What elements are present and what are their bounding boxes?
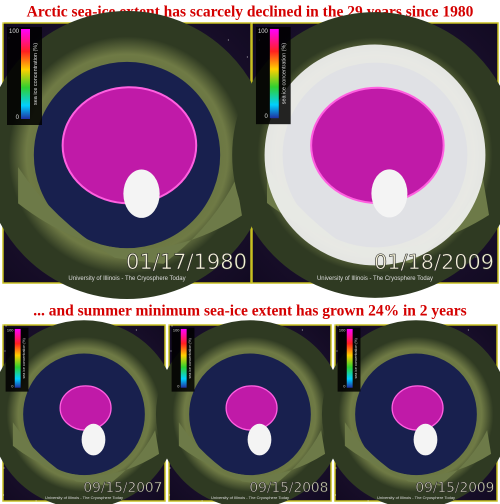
star [336,350,338,352]
greenland-ice [413,423,438,456]
sea-ice [59,385,112,431]
star [3,467,5,469]
greenland-ice [81,423,106,456]
colorbar [21,29,30,119]
star [169,467,171,469]
colorbar-label: sea ice concentration (%) [354,338,358,378]
credit: University of Illinois - The Cryosphere … [45,495,123,500]
star [334,324,336,326]
colorbar [346,328,353,388]
map-panel: 100 0 sea ice concentration (%) 09/15/2008U… [155,320,345,504]
star [367,500,369,502]
land-ring [232,12,500,298]
subtitle: ... and summer minimum sea-ice extent ha… [33,303,466,320]
colorbar-tick: 100 [7,328,14,333]
colorbar-tick: 100 [173,328,180,333]
star [334,494,337,496]
date-label: 09/15/2008 [249,480,328,496]
star [4,350,6,352]
greenland-ice [371,169,408,218]
sea-ice [391,385,444,431]
greenland-ice [247,423,272,456]
credit: University of Illinois - The Cryosphere … [317,276,433,282]
star [467,329,469,331]
date-label: 01/18/2009 [374,250,494,274]
colorbar-tick: 100 [258,29,269,35]
star [5,325,7,327]
credit: University of Illinois - The Cryosphere … [68,276,185,282]
colorbar-tick: 0 [11,384,14,389]
map-panel: 100 0 sea ice concentration (%) 09/15/2007U… [0,320,179,504]
colorbar-tick: 100 [339,328,346,333]
colorbar [269,28,279,119]
colorbar [180,328,187,388]
colorbar-label: sea ice concentration (%) [188,338,192,378]
date-label: 01/17/1980 [126,250,247,274]
star [2,324,4,326]
date-label: 09/15/2007 [83,480,162,496]
colorbar-label: sea ice concentration (%) [33,43,39,105]
star [201,500,203,502]
date-label: 09/15/2009 [415,480,494,496]
star [251,22,253,24]
colorbar-label: sea ice concentration (%) [282,43,288,105]
star [171,325,173,327]
colorbar-tick: 0 [343,384,346,389]
sea-ice [225,385,278,431]
credit: University of Illinois - The Cryosphere … [211,495,289,500]
colorbar [14,328,21,388]
map-panel: 100 0 sea ice concentration (%) 09/15/2009U… [321,320,500,504]
star [168,494,171,496]
star [2,22,4,24]
star [170,350,172,352]
colorbar-label: sea ice concentration (%) [22,338,26,378]
colorbar-tick: 0 [177,384,180,389]
star [246,56,248,58]
colorbar-tick: 0 [16,115,20,121]
star [475,256,477,258]
colorbar-tick: 0 [265,114,269,120]
map-panel: 100 0 sea ice concentration (%) 01/18/2009 U… [232,12,500,298]
star [337,325,339,327]
star [135,329,137,331]
star [168,324,170,326]
star [335,467,337,469]
colorbar-tick: 100 [9,29,20,35]
map-panel: 100 0 sea ice concentration (%) 01/17/1980 U… [0,11,271,299]
star [301,329,303,331]
land-ring [321,320,500,504]
star [227,39,229,41]
star [2,494,5,496]
star [35,500,37,502]
greenland-ice [123,169,160,218]
credit: University of Illinois - The Cryosphere … [377,495,455,500]
